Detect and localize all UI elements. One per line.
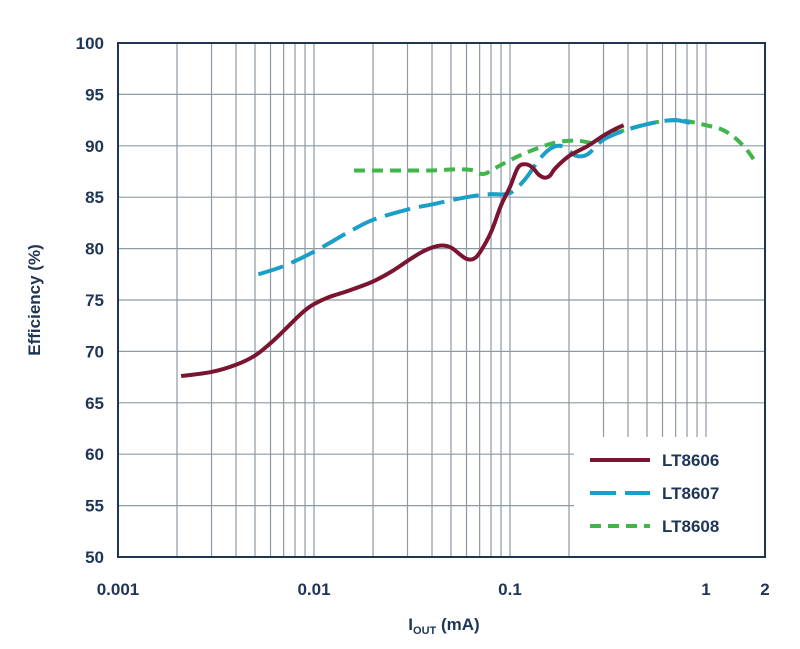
x-tick-label: 0.01 (297, 580, 330, 599)
series-line-lt8606 (180, 123, 625, 379)
x-axis-label-main: I (408, 615, 413, 634)
legend: LT8606 LT8607 LT8608 (574, 437, 764, 557)
x-tick-label: 0.001 (97, 580, 140, 599)
legend-label-lt8606: LT8606 (662, 451, 719, 470)
y-tick-label: 70 (85, 342, 104, 361)
y-tick-label: 50 (85, 548, 104, 567)
y-tick-label: 85 (85, 188, 104, 207)
plot-frame (117, 42, 766, 558)
x-tick-label: 2 (760, 580, 769, 599)
legend-box (574, 437, 764, 557)
series-lines (180, 118, 756, 379)
x-axis-label: IOUT (mA) (408, 615, 479, 637)
y-tick-label: 55 (85, 497, 104, 516)
y-tick-labels: 50 55 60 65 70 75 80 85 90 95 100 (76, 34, 104, 567)
x-tick-label: 0.1 (498, 580, 522, 599)
x-tick-label: 1 (701, 580, 710, 599)
y-tick-label: 60 (85, 445, 104, 464)
legend-label-lt8607: LT8607 (662, 484, 719, 503)
x-tick-labels: 0.001 0.01 0.1 1 2 (97, 580, 770, 599)
y-tick-label: 95 (85, 85, 104, 104)
x-axis-label-subscript: OUT (413, 625, 437, 637)
y-tick-label: 65 (85, 394, 104, 413)
y-tick-label: 100 (76, 34, 104, 53)
x-axis-label-unit: (mA) (436, 615, 479, 634)
y-axis-label: Efficiency (%) (25, 244, 44, 355)
series-line-lt8608 (354, 118, 756, 176)
y-tick-label: 90 (85, 137, 104, 156)
y-tick-label: 80 (85, 240, 104, 259)
legend-label-lt8608: LT8608 (662, 517, 719, 536)
y-tick-label: 75 (85, 291, 104, 310)
